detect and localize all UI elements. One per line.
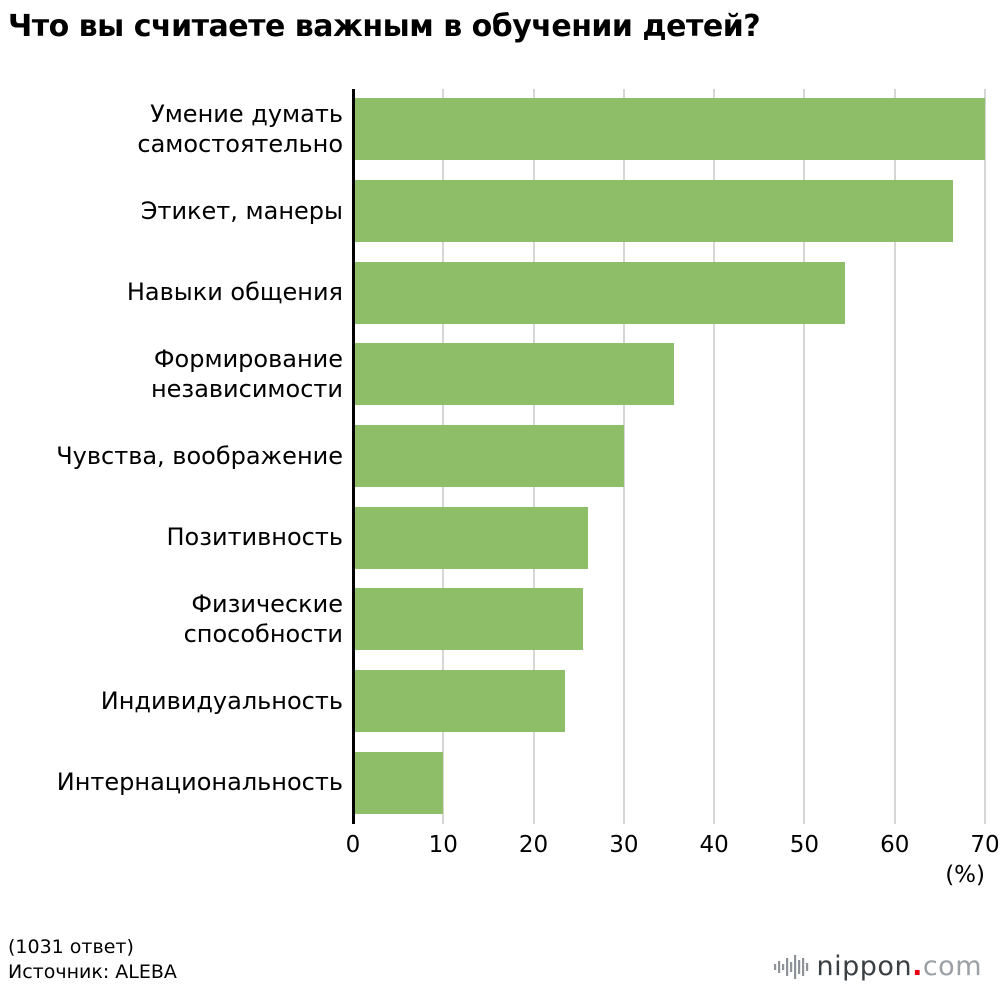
chart-row: Умение думать самостоятельно (0, 89, 1000, 171)
unit-label: (%) (945, 861, 985, 888)
category-label: Физические способности (183, 589, 343, 649)
bar-chart: Умение думать самостоятельно Этикет, мане… (0, 88, 1000, 824)
x-tick-label: 30 (609, 831, 639, 858)
y-axis-line (352, 88, 355, 824)
chart-rows: Умение думать самостоятельно Этикет, мане… (0, 89, 1000, 824)
chart-row: Формирование независимости (0, 334, 1000, 416)
chart-title: Что вы считаете важным в обучении детей? (8, 9, 761, 44)
gridline (984, 88, 986, 824)
bar (353, 425, 624, 488)
chart-row: Интернациональность (0, 742, 1000, 824)
category-label: Этикет, манеры (140, 196, 343, 225)
footer-notes: (1031 ответ) Источник: ALEBA (8, 935, 177, 986)
bar-track (353, 98, 985, 161)
bar-track (353, 425, 985, 488)
nippon-logo-text: nippon.com (817, 951, 982, 982)
chart-row: Этикет, манеры (0, 170, 1000, 252)
bar-track (353, 506, 985, 569)
nippon-logo: nippon.com (773, 951, 982, 982)
bar (353, 180, 954, 242)
x-tick-label: 50 (789, 831, 820, 858)
category-label: Формирование независимости (150, 344, 343, 404)
bar (353, 670, 566, 733)
chart-row: Физические способности (0, 579, 1000, 661)
category-label: Навыки общения (126, 278, 343, 307)
logo-dot: . (912, 951, 923, 982)
responses-note: (1031 ответ) (8, 935, 134, 958)
bar-track (353, 343, 985, 406)
chart-row: Чувства, воображение (0, 415, 1000, 497)
bar-track (353, 588, 985, 651)
chart-row: Позитивность (0, 497, 1000, 579)
gridline (713, 88, 716, 824)
bar (353, 751, 444, 814)
gridline (803, 88, 806, 824)
bar-track (353, 261, 985, 324)
gridline (622, 88, 625, 824)
x-tick-label: 0 (345, 831, 361, 858)
bar-track (353, 180, 985, 242)
bar (353, 261, 846, 324)
category-label: Позитивность (166, 523, 343, 552)
bar (353, 98, 985, 161)
category-label: Интернациональность (56, 768, 343, 797)
chart-row: Навыки общения (0, 252, 1000, 334)
category-label: Умение думать самостоятельно (137, 99, 343, 159)
bar (353, 588, 584, 651)
x-tick-label: 20 (518, 831, 549, 858)
gridline (893, 88, 896, 824)
x-tick-label: 60 (880, 831, 910, 858)
x-tick-label: 40 (699, 831, 729, 858)
logo-name: nippon (816, 951, 913, 982)
x-tick-label: 70 (970, 831, 1000, 858)
source-note: Источник: ALEBA (8, 961, 177, 984)
x-axis-ticks: 0 10 20 30 40 50 60 70 (346, 824, 1000, 860)
bar (353, 343, 674, 406)
nippon-waveform-icon (773, 954, 808, 979)
category-label: Индивидуальность (100, 686, 343, 715)
bar-track (353, 751, 985, 814)
category-label: Чувства, воображение (56, 441, 343, 470)
bar-track (353, 670, 985, 733)
chart-footer: (1031 ответ) Источник: ALEBA nippon.com (0, 935, 1000, 994)
logo-tld: com (922, 951, 982, 982)
x-tick-label: 10 (428, 831, 458, 858)
chart-row: Индивидуальность (0, 660, 1000, 742)
bar (353, 506, 588, 569)
